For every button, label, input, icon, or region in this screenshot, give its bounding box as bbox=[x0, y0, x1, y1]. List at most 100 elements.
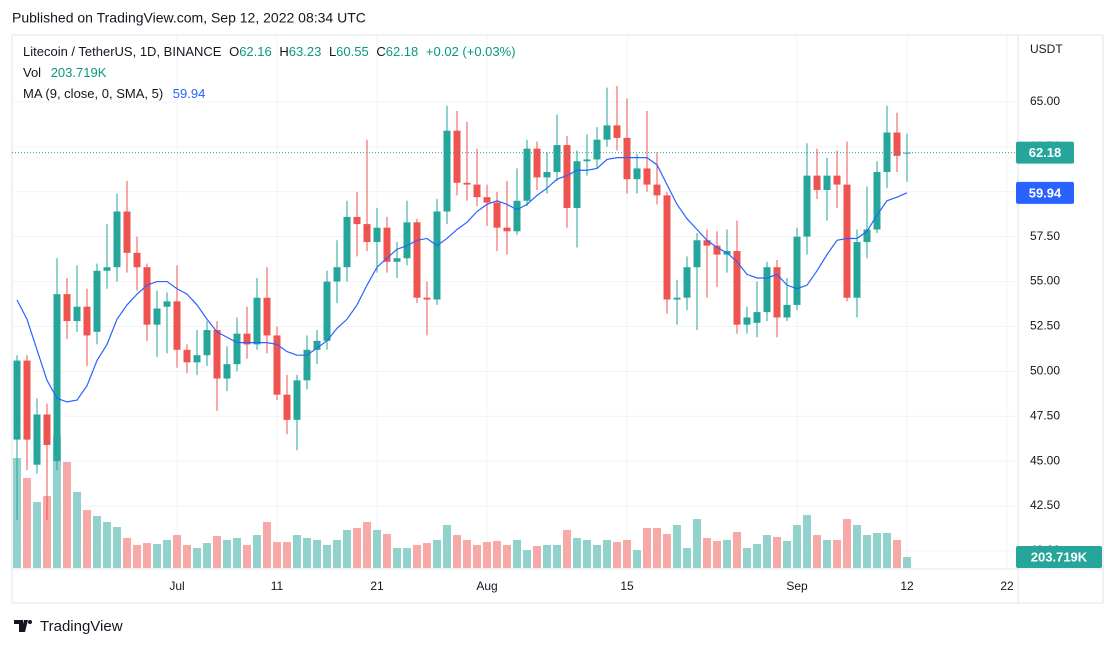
volume-bar bbox=[553, 544, 561, 568]
volume-bar bbox=[823, 539, 831, 568]
volume-tag bbox=[1016, 545, 1102, 568]
candle-body bbox=[53, 294, 61, 462]
candle-body bbox=[293, 380, 301, 420]
candle-body bbox=[143, 267, 151, 325]
candle-body bbox=[223, 364, 231, 379]
volume-bar bbox=[443, 525, 451, 568]
legend-line: Litecoin / TetherUS, 1D, BINANCE O62.16 … bbox=[23, 44, 516, 59]
candle-body bbox=[153, 308, 161, 325]
candle-body bbox=[803, 175, 811, 237]
candle-body bbox=[593, 139, 601, 160]
candle-body bbox=[643, 168, 651, 185]
candle-body bbox=[633, 168, 641, 180]
o-value: 62.16 bbox=[239, 44, 272, 59]
candle-body bbox=[653, 184, 661, 196]
candle-body bbox=[683, 267, 691, 298]
candle-body bbox=[73, 306, 81, 322]
volume-bar bbox=[313, 539, 321, 568]
volume-bar bbox=[203, 542, 211, 568]
volume-bar bbox=[303, 537, 311, 568]
volume-bar bbox=[593, 544, 601, 568]
volume-bar bbox=[223, 539, 231, 568]
candle-body bbox=[23, 360, 31, 440]
volume-bar bbox=[753, 544, 761, 568]
volume-bar bbox=[63, 461, 71, 568]
candle-body bbox=[203, 330, 211, 356]
volume-bar bbox=[93, 515, 101, 568]
candle-body bbox=[423, 297, 431, 300]
volume-bar bbox=[213, 535, 221, 568]
volume-bar bbox=[763, 535, 771, 568]
change: +0.02 (+0.03%) bbox=[426, 44, 516, 59]
grid bbox=[12, 35, 1018, 568]
volume-bar bbox=[813, 535, 821, 568]
volume-bar bbox=[503, 544, 511, 568]
candle-body bbox=[303, 349, 311, 381]
volume-bar bbox=[483, 542, 491, 568]
candle-body bbox=[323, 281, 331, 341]
volume-bar bbox=[113, 527, 121, 568]
volume-bar bbox=[653, 527, 661, 568]
ma-name: MA (9, close, 0, SMA, 5) bbox=[23, 86, 163, 101]
candle-body bbox=[713, 245, 721, 255]
candle-body bbox=[563, 145, 571, 208]
candle-body bbox=[333, 267, 341, 282]
candle-body bbox=[373, 227, 381, 243]
volume-bar bbox=[843, 519, 851, 568]
candle-body bbox=[573, 161, 581, 208]
candle-body bbox=[483, 197, 491, 203]
x-tick-label: 22 bbox=[1000, 579, 1014, 593]
x-tick-label: 21 bbox=[370, 579, 384, 593]
x-tick-label: Sep bbox=[786, 579, 808, 593]
ma-line bbox=[16, 157, 908, 403]
candle-body bbox=[743, 317, 751, 325]
candle-body bbox=[383, 227, 391, 262]
brand-logo: TradingView bbox=[14, 618, 123, 635]
volume-bar bbox=[233, 537, 241, 568]
volume-bar bbox=[163, 539, 171, 568]
candle-body bbox=[703, 240, 711, 246]
ma-value: 59.94 bbox=[173, 86, 206, 101]
volume-bar bbox=[403, 548, 411, 568]
c-letter: C bbox=[376, 44, 385, 59]
candle-body bbox=[783, 304, 791, 318]
y-tick-label: 47.50 bbox=[1030, 408, 1060, 422]
candle-body bbox=[133, 252, 141, 268]
candles bbox=[12, 85, 1018, 521]
candle-body bbox=[763, 267, 771, 313]
candle-body bbox=[343, 216, 351, 268]
h-letter: H bbox=[279, 44, 288, 59]
y-tick-label: 57.50 bbox=[1030, 229, 1060, 243]
candle-body bbox=[503, 227, 511, 232]
x-tick-label: 11 bbox=[271, 579, 284, 593]
volume-bar bbox=[603, 539, 611, 568]
volume-bar bbox=[33, 502, 41, 568]
volume-bar bbox=[393, 548, 401, 568]
candle-body bbox=[263, 297, 271, 336]
candle-body bbox=[853, 242, 861, 298]
candle-body bbox=[463, 182, 471, 185]
volume-bar bbox=[273, 542, 281, 568]
volume-bar bbox=[253, 535, 261, 568]
volume-bar bbox=[243, 544, 251, 568]
candle-body bbox=[173, 301, 181, 350]
volume-bar bbox=[523, 550, 531, 568]
volume-bar bbox=[283, 542, 291, 568]
y-tick-label: 45.00 bbox=[1030, 453, 1060, 467]
candle-body bbox=[403, 222, 411, 259]
volume-bar bbox=[133, 544, 141, 568]
volume-bar bbox=[863, 535, 871, 568]
y-tick-label: 52.50 bbox=[1030, 319, 1060, 333]
candle-body bbox=[833, 175, 841, 185]
x-tick-label: 12 bbox=[900, 579, 914, 593]
candle-body bbox=[93, 270, 101, 332]
volume-bar bbox=[323, 544, 331, 568]
candle-body bbox=[493, 202, 501, 228]
candle-body bbox=[233, 333, 241, 365]
candle-body bbox=[893, 132, 901, 156]
candle-body bbox=[123, 211, 131, 253]
candle-body bbox=[183, 349, 191, 363]
volume-tag-label: 203.719K bbox=[1031, 549, 1088, 564]
candle-body bbox=[443, 130, 451, 212]
